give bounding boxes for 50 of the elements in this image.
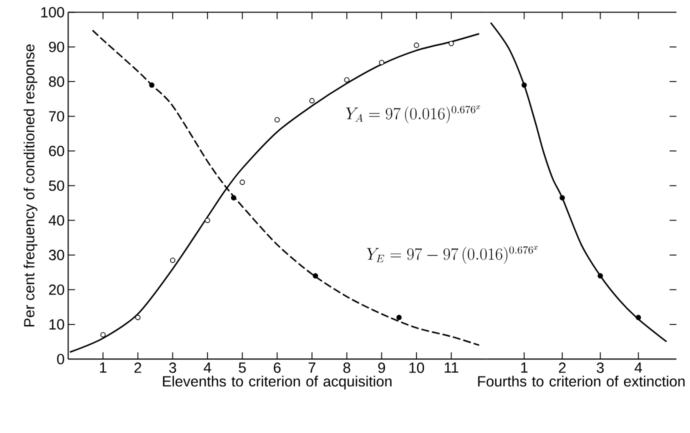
point [636,314,642,320]
x-tick-label: 1 [521,362,528,373]
point [312,273,318,279]
y-tick-label: 80 [48,76,64,87]
point [149,82,154,88]
point [230,195,236,201]
x-tick-label: 3 [596,362,604,374]
y-tick-label: 10 [49,319,64,330]
point [560,195,565,201]
x-tick-label: 6 [274,362,281,374]
x-tick-label: 10 [409,362,424,374]
y-tick-label: 20 [49,284,64,296]
x-tick-label: 5 [238,362,246,373]
y-tick-label: 30 [48,250,64,260]
x-axis-title: Fourths to criterion of extinction [478,376,685,387]
y-tick-label: 60 [49,146,64,156]
y-tick-label: 90 [49,42,64,52]
y-tick-label: 40 [48,215,64,226]
x-tick-label: 4 [204,362,212,373]
y-tick-label: 70 [49,111,64,122]
y-tick-label: 50 [48,180,64,192]
x-tick-label: 4 [634,362,642,373]
point [309,98,315,104]
x-tick-label: 11 [444,362,458,373]
y-axis-title: Per cent frequency of conditioned response [24,44,38,327]
x-tick-label: 2 [558,362,566,373]
point [414,42,420,48]
x-tick-label: 2 [134,362,142,373]
x-tick-label: 7 [308,362,316,373]
x-tick-label: 3 [169,362,176,374]
x-axis-title: Elevenths to criterion of acquisition [163,376,392,390]
x-tick-label: 8 [343,362,350,374]
y-tick-label: 100 [41,7,64,18]
point [344,77,350,83]
point [448,40,454,46]
point [274,117,280,123]
x-tick-label: 9 [378,362,386,374]
point [170,258,176,264]
annotation: $Y_E = 97 - 97\,(0.016)^{0.676^{x}}$ [366,246,538,264]
point [240,180,245,186]
y-tick-label: 0 [57,354,64,364]
x-tick-label: 1 [100,362,106,373]
point [135,314,140,320]
point [204,218,210,224]
annotation: $Y_A = 97\,(0.016)^{0.676^{x}}$ [346,106,480,124]
point [396,314,402,320]
point [522,82,527,88]
point [100,332,106,338]
point [598,273,603,279]
point [378,60,384,66]
